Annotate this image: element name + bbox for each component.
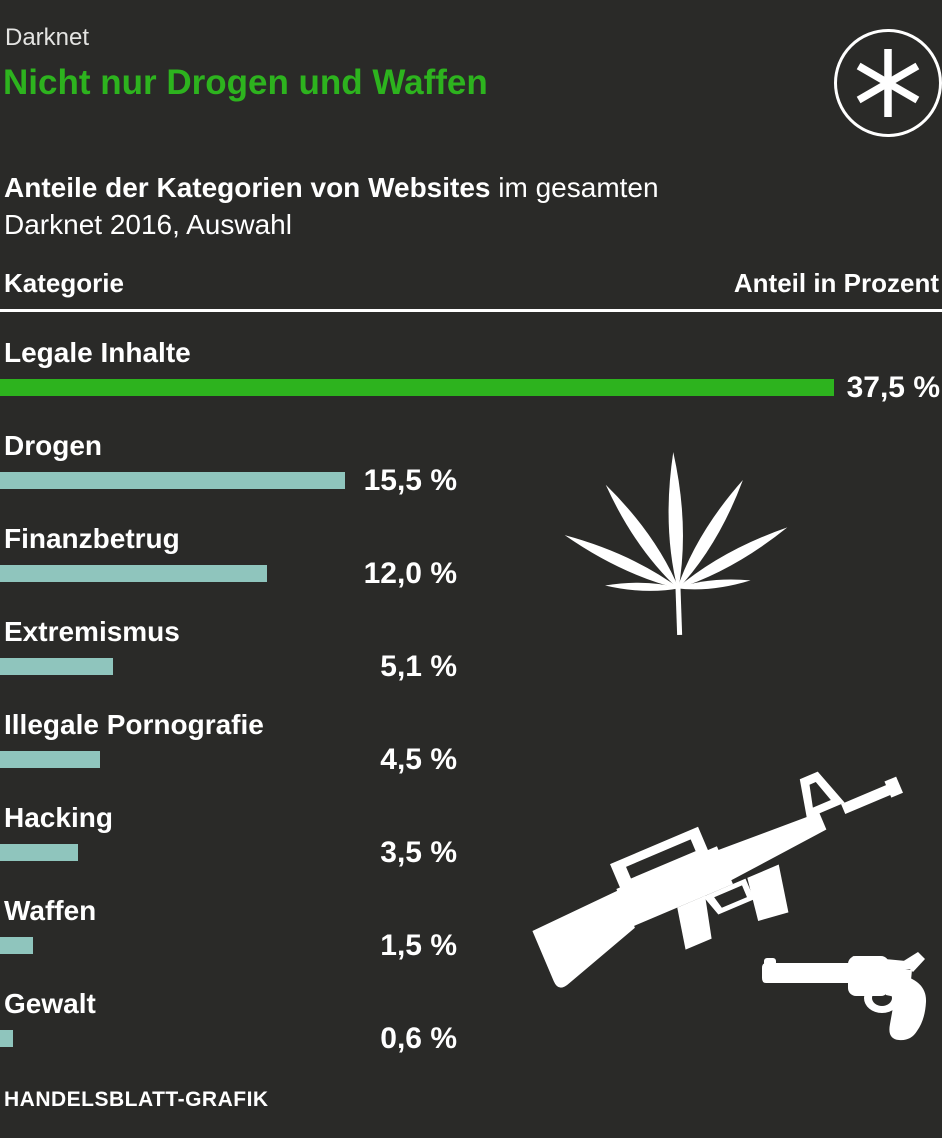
row-value: 15,5 % bbox=[363, 463, 457, 497]
row-label: Hacking bbox=[4, 802, 113, 833]
row-label: Legale Inhalte bbox=[4, 337, 191, 368]
bar-line: 5,1 % bbox=[0, 650, 942, 683]
subtitle-regular: im gesamten bbox=[490, 172, 659, 203]
row-label: Extremismus bbox=[4, 616, 180, 647]
chart-row: Legale Inhalte 37,5 % bbox=[0, 336, 942, 404]
chart-row: Illegale Pornografie 4,5 % bbox=[0, 708, 942, 776]
source-credit: HANDELSBLATT-GRAFIK bbox=[4, 1088, 269, 1111]
page-title: Nicht nur Drogen und Waffen bbox=[3, 63, 488, 102]
row-bar bbox=[0, 472, 345, 489]
row-value: 0,6 % bbox=[380, 1021, 457, 1055]
row-bar bbox=[0, 658, 114, 675]
subtitle-line2: Darknet 2016, Auswahl bbox=[4, 209, 292, 240]
row-value: 12,0 % bbox=[363, 556, 457, 590]
column-header-category: Kategorie bbox=[4, 268, 124, 298]
bar-line: 0,6 % bbox=[0, 1022, 942, 1055]
row-value: 1,5 % bbox=[380, 928, 457, 962]
row-bar bbox=[0, 937, 34, 954]
chart-row: Waffen 1,5 % bbox=[0, 894, 942, 962]
chart-row: Gewalt 0,6 % bbox=[0, 987, 942, 1055]
column-header-share: Anteil in Prozent bbox=[733, 268, 939, 298]
row-bar bbox=[0, 565, 267, 582]
bar-line: 3,5 % bbox=[0, 836, 942, 869]
header-rule bbox=[0, 309, 942, 312]
row-bar bbox=[0, 1030, 14, 1047]
cannabis-leaf-icon bbox=[563, 439, 793, 642]
rifle-icon bbox=[508, 727, 932, 1014]
bar-line: 4,5 % bbox=[0, 743, 942, 776]
bar-line: 15,5 % bbox=[0, 464, 942, 497]
bar-line: 1,5 % bbox=[0, 929, 942, 962]
row-label: Illegale Pornografie bbox=[4, 709, 264, 740]
asterisk-badge-icon bbox=[832, 27, 942, 139]
chart-row: Drogen 15,5 % bbox=[0, 429, 942, 497]
kicker: Darknet bbox=[5, 24, 90, 51]
column-headers: Kategorie Anteil in Prozent bbox=[4, 268, 939, 299]
revolver-icon bbox=[760, 948, 930, 1049]
subtitle: Anteile der Kategorien von Websites im g… bbox=[4, 169, 659, 243]
chart-row: Finanzbetrug 12,0 % bbox=[0, 522, 942, 590]
chart-row: Extremismus 5,1 % bbox=[0, 615, 942, 683]
row-value: 3,5 % bbox=[380, 835, 457, 869]
row-label: Gewalt bbox=[4, 988, 96, 1019]
bar-line: 37,5 % bbox=[0, 371, 942, 404]
row-value: 37,5 % bbox=[846, 370, 940, 404]
row-label: Waffen bbox=[4, 895, 97, 926]
row-value: 4,5 % bbox=[380, 742, 457, 776]
row-label: Drogen bbox=[4, 430, 102, 461]
row-bar bbox=[0, 844, 78, 861]
row-bar bbox=[0, 751, 101, 768]
bar-line: 12,0 % bbox=[0, 557, 942, 590]
row-label: Finanzbetrug bbox=[4, 523, 180, 554]
row-value: 5,1 % bbox=[380, 649, 457, 683]
chart-rows: Legale Inhalte 37,5 % Drogen 15,5 % Fina… bbox=[0, 336, 942, 1080]
row-bar bbox=[0, 379, 834, 396]
chart-row: Hacking 3,5 % bbox=[0, 801, 942, 869]
subtitle-bold: Anteile der Kategorien von Websites bbox=[4, 172, 491, 203]
